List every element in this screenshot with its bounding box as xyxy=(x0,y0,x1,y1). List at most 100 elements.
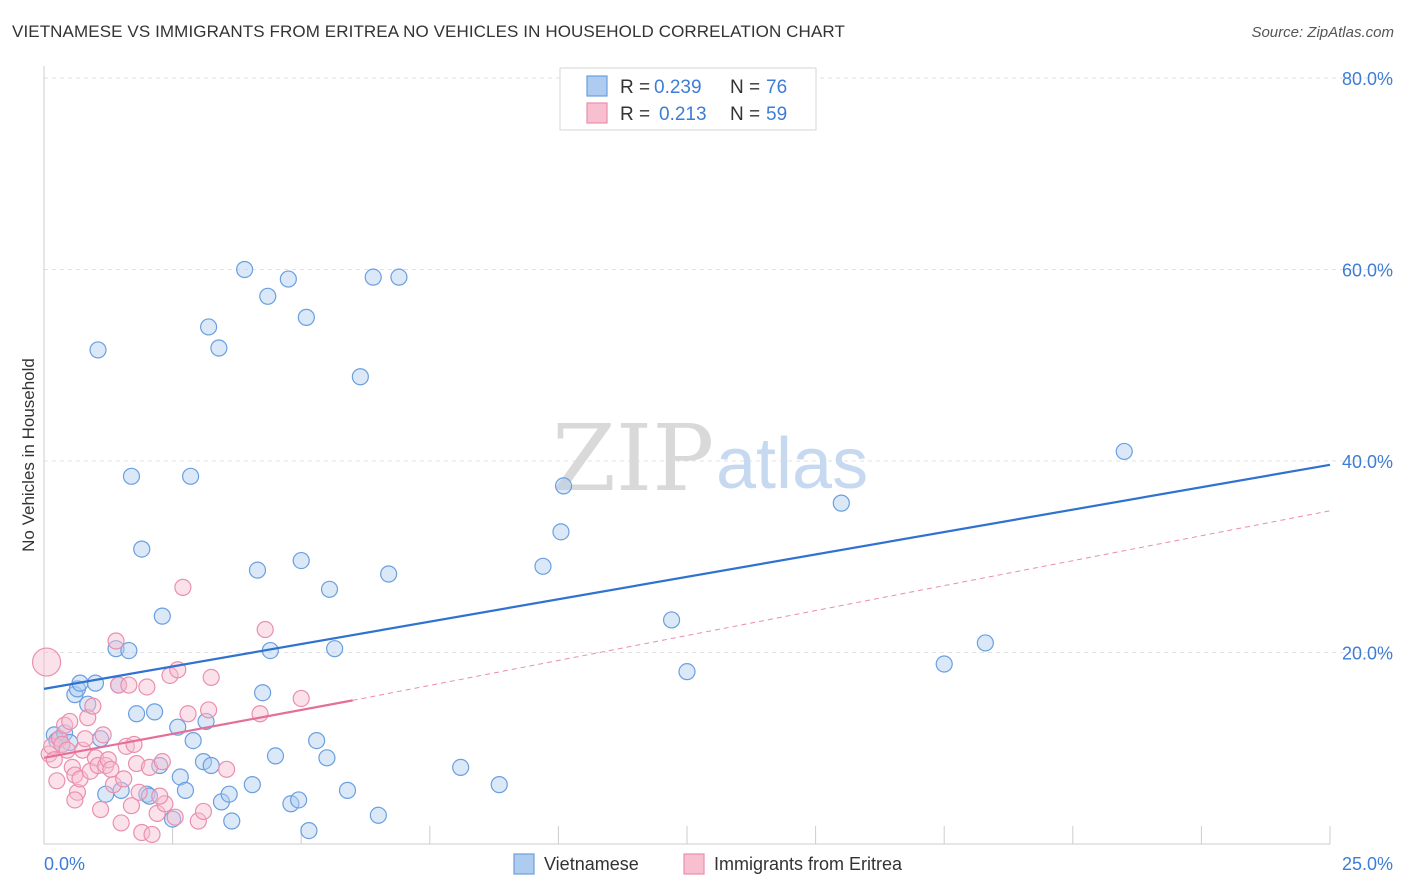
vietnamese-point xyxy=(452,758,470,777)
eritrea-point xyxy=(218,760,236,778)
vietnamese-point xyxy=(153,607,171,625)
y-tick-label: 20.0% xyxy=(1342,644,1393,664)
watermark-atlas: atlas xyxy=(716,424,868,504)
vietnamese-point xyxy=(210,339,228,357)
bottom-legend-label-vietnamese: Vietnamese xyxy=(544,854,639,874)
watermark-zip: ZIP xyxy=(552,405,714,512)
vietnamese-point xyxy=(127,705,146,723)
eritrea-point xyxy=(200,701,218,719)
eritrea-point xyxy=(256,620,274,639)
legend-swatch-vietnamese xyxy=(586,75,608,97)
eritrea-point xyxy=(94,726,112,744)
eritrea-point xyxy=(292,689,310,708)
eritrea-point xyxy=(133,823,151,842)
vietnamese-point xyxy=(351,368,369,386)
vietnamese-point xyxy=(254,684,272,702)
eritrea-point xyxy=(153,753,171,771)
eritrea-trend-extrapolation xyxy=(352,510,1331,701)
x-tick-label: 0.0% xyxy=(44,854,85,874)
eritrea-point xyxy=(48,772,66,790)
vietnamese-point xyxy=(490,776,508,794)
eritrea-point xyxy=(130,783,148,801)
legend-r-label-vietnamese: R = xyxy=(620,77,650,98)
eritrea-point xyxy=(120,676,138,694)
eritrea-point xyxy=(202,668,220,686)
vietnamese-point xyxy=(236,260,254,279)
legend-swatch-eritrea xyxy=(586,102,608,124)
vietnamese-point xyxy=(297,308,315,326)
chart-source: Source: ZipAtlas.com xyxy=(1251,24,1394,41)
y-tick-labels: 20.0% 40.0% 60.0% 80.0% xyxy=(1342,69,1393,664)
vietnamese-point xyxy=(338,781,357,799)
trend-lines xyxy=(43,463,1331,759)
vietnamese-point xyxy=(89,341,107,359)
vietnamese-point xyxy=(184,731,202,750)
vietnamese-point xyxy=(259,287,277,305)
eritrea-point xyxy=(151,787,169,805)
vietnamese-point xyxy=(369,806,387,824)
eritrea-point xyxy=(104,776,123,794)
bottom-legend-swatch-eritrea xyxy=(683,853,705,875)
y-tick-label: 40.0% xyxy=(1342,452,1393,472)
y-tick-label: 60.0% xyxy=(1342,261,1393,281)
eritrea-point xyxy=(107,632,125,650)
y-axis-label: No Vehicles in Household xyxy=(19,358,38,552)
eritrea-point xyxy=(31,647,62,677)
vietnamese-point xyxy=(164,810,182,828)
vietnamese-point xyxy=(300,821,318,840)
vietnamese-point xyxy=(266,747,285,765)
vietnamese-point xyxy=(318,749,336,767)
eritrea-point xyxy=(125,735,143,754)
eritrea-point xyxy=(84,697,102,715)
vietnamese-point xyxy=(364,268,382,286)
legend-n-label-eritrea: N = xyxy=(730,104,760,125)
vietnamese-point xyxy=(200,318,218,336)
x-tick-labels: 0.0% 25.0% xyxy=(44,854,1393,874)
axes xyxy=(43,66,1331,845)
legend-n-label-vietnamese: N = xyxy=(730,77,760,98)
eritrea-point xyxy=(174,578,192,596)
vietnamese-point xyxy=(554,477,573,495)
vietnamese-point xyxy=(390,268,408,286)
eritrea-point xyxy=(76,730,94,748)
eritrea-point xyxy=(179,705,197,723)
vietnamese-point xyxy=(290,791,308,809)
vietnamese-point xyxy=(243,776,261,794)
eritrea-point xyxy=(127,754,146,773)
vietnamese-trend-line xyxy=(43,463,1331,690)
chart-title: VIETNAMESE VS IMMIGRANTS FROM ERITREA NO… xyxy=(12,22,845,41)
eritrea-point xyxy=(112,814,130,832)
vietnamese-point xyxy=(534,557,552,575)
eritrea-point xyxy=(91,800,110,819)
vietnamese-point xyxy=(935,655,953,673)
eritrea-point xyxy=(143,825,161,844)
y-tick-label: 80.0% xyxy=(1342,69,1393,89)
vietnamese-point xyxy=(176,781,195,799)
gridlines xyxy=(44,77,1395,653)
legend-r-value-vietnamese: 0.239 xyxy=(654,77,702,98)
vietnamese-point xyxy=(308,731,326,750)
eritrea-point xyxy=(58,741,76,759)
vietnamese-point xyxy=(182,467,200,485)
eritrea-point xyxy=(189,812,207,830)
legend-n-value-eritrea: 59 xyxy=(766,104,787,125)
vietnamese-point xyxy=(282,795,300,813)
vietnamese-point xyxy=(552,523,570,541)
vietnamese-point xyxy=(223,812,241,830)
eritrea-point xyxy=(138,678,156,696)
eritrea-point xyxy=(122,797,141,815)
legend-n-value-vietnamese: 76 xyxy=(766,77,787,98)
legend-r-value-eritrea: 0.213 xyxy=(659,104,707,125)
eritrea-point xyxy=(194,802,213,821)
vietnamese-point xyxy=(279,270,297,288)
vietnamese-point xyxy=(662,611,681,629)
x-tick-label: 25.0% xyxy=(1342,854,1393,874)
vietnamese-point xyxy=(1115,442,1133,461)
bottom-legend: Vietnamese Immigrants from Eritrea xyxy=(513,853,903,875)
scatter-points xyxy=(31,260,1133,844)
eritrea-point xyxy=(61,712,79,731)
legend: R = 0.239 N = 76 R = 0.213 N = 59 xyxy=(559,67,817,131)
vietnamese-point xyxy=(122,467,141,485)
vietnamese-point xyxy=(120,641,138,660)
